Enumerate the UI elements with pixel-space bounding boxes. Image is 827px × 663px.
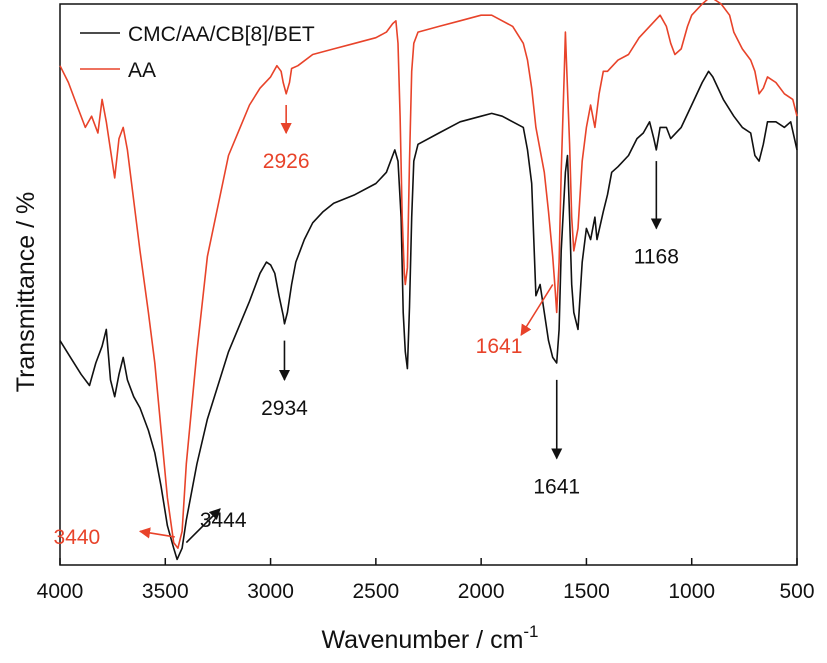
annotation-arrow bbox=[520, 284, 554, 336]
x-tick-label: 500 bbox=[779, 580, 814, 603]
annotations-layer: 3444 3440 2934 2926 1641 1641 1168 bbox=[53, 104, 679, 549]
annotation-label: 2926 bbox=[263, 150, 310, 173]
x-tick-label: 1500 bbox=[563, 580, 610, 603]
annotation-arrow bbox=[138, 527, 175, 539]
y-axis-title: Transmittance / % bbox=[12, 192, 40, 393]
legend: CMC/AA/CB[8]/BET AA bbox=[80, 23, 315, 82]
annotation-label: 3444 bbox=[200, 509, 247, 532]
x-tick-label: 4000 bbox=[37, 580, 84, 603]
x-tick-label: 2500 bbox=[352, 580, 399, 603]
annotation-label: 1641 bbox=[533, 475, 580, 498]
annotation-label: 3440 bbox=[53, 526, 100, 549]
annotation-label: 2934 bbox=[261, 397, 308, 420]
x-tick-label: 3500 bbox=[142, 580, 189, 603]
legend-label-cmc: CMC/AA/CB[8]/BET bbox=[128, 23, 315, 46]
series-line-0 bbox=[59, 70, 798, 561]
x-tick-label: 2000 bbox=[458, 580, 505, 603]
x-axis-title: Wavenumber / cm-1 bbox=[321, 622, 538, 654]
annotation-arrow bbox=[185, 508, 221, 544]
series-line-1 bbox=[59, 0, 798, 549]
legend-label-aa: AA bbox=[128, 59, 156, 82]
x-axis-title-main: Wavenumber / cm bbox=[321, 626, 523, 654]
annotation-label: 1641 bbox=[476, 335, 523, 358]
series-layer bbox=[59, 0, 798, 561]
x-axis-title-superscript: -1 bbox=[523, 622, 538, 641]
x-axis-ticks: 4000 3500 3000 2500 2000 1500 1000 500 bbox=[37, 558, 815, 603]
x-tick-label: 1000 bbox=[668, 580, 715, 603]
x-tick-label: 3000 bbox=[247, 580, 294, 603]
annotation-label: 1168 bbox=[634, 245, 679, 268]
plot-frame bbox=[59, 3, 798, 566]
